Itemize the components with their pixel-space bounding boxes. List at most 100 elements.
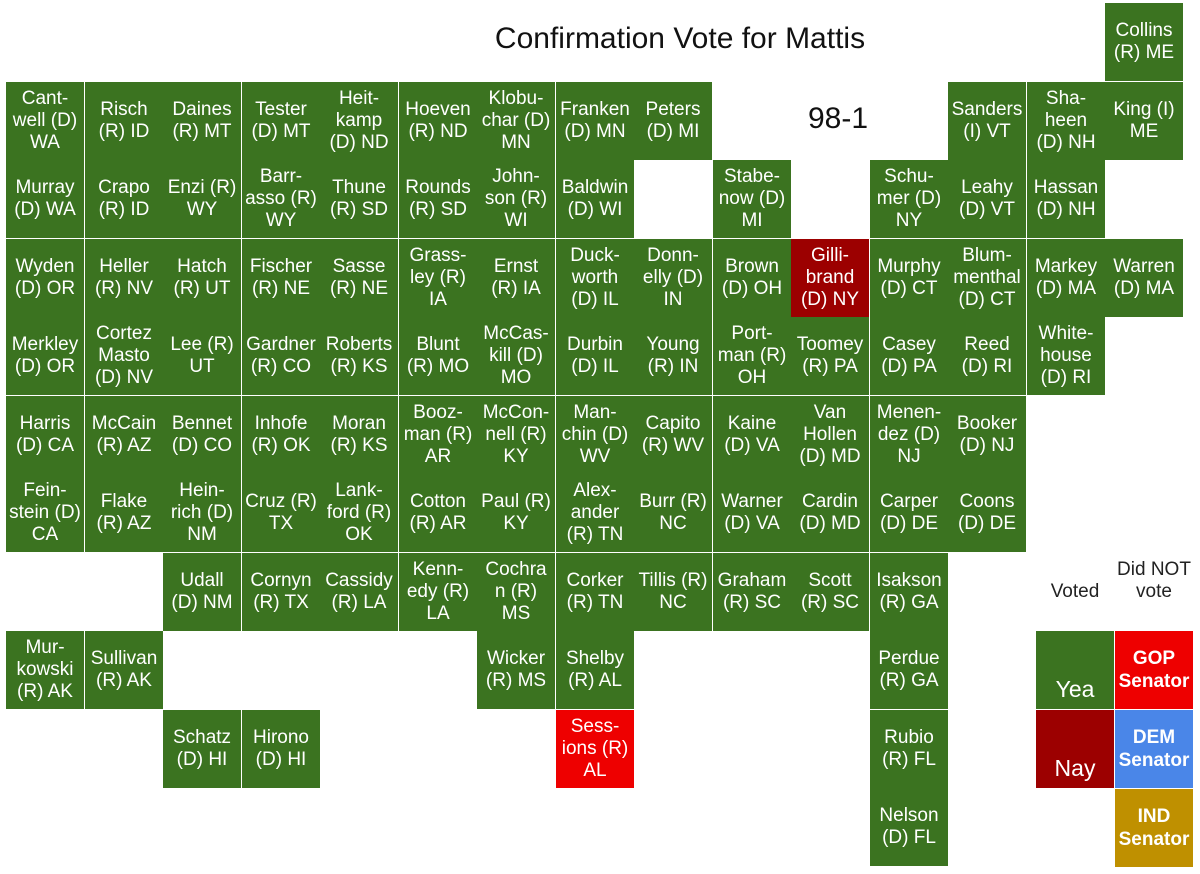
senator-tile: Nelson (D) FL (870, 788, 948, 866)
senator-tile: Tillis (R) NC (634, 553, 712, 631)
senator-tile: Isakson (R) GA (870, 553, 948, 631)
senator-tile: Sullivan (R) AK (85, 631, 163, 709)
senator-tile: Schatz (D) HI (163, 710, 241, 788)
senator-tile: Corker (R) TN (556, 553, 634, 631)
senator-tile: McCas-kill (D) MO (477, 317, 555, 395)
senator-tile: Hein-rich (D) NM (163, 474, 241, 552)
legend-yea: Yea (1036, 631, 1114, 709)
senator-tile: Markey (D) MA (1027, 239, 1105, 317)
senator-tile: Rounds (R) SD (399, 160, 477, 238)
senator-tile: Wyden (D) OR (6, 239, 84, 317)
senator-tile: Ernst (R) IA (477, 239, 555, 317)
senator-tile: Duck-worth (D) IL (556, 239, 634, 317)
senator-tile: Sess-ions (R) AL (556, 710, 634, 788)
senator-tile: Booz-man (R) AR (399, 396, 477, 474)
senator-tile: Booker (D) NJ (948, 396, 1026, 474)
legend-voted-header: Voted (1050, 581, 1100, 602)
chart-title: Confirmation Vote for Mattis (494, 22, 866, 55)
senator-tile: Man-chin (D) WV (556, 396, 634, 474)
senator-tile: Brown (D) OH (713, 239, 791, 317)
senator-tile: Carper (D) DE (870, 474, 948, 552)
senator-tile: McCon-nell (R) KY (477, 396, 555, 474)
senator-tile: John-son (R) WI (477, 160, 555, 238)
senator-tile: Sasse (R) NE (320, 239, 398, 317)
senator-tile: Port-man (R) OH (713, 317, 791, 395)
legend-ind-senator: IND Senator (1115, 789, 1193, 867)
senator-tile: Heit-kamp (D) ND (320, 82, 398, 160)
senator-tile: Harris (D) CA (6, 396, 84, 474)
senator-tile: Toomey (R) PA (791, 317, 869, 395)
senator-tile: Kenn-edy (R) LA (399, 553, 477, 631)
senator-tile: Merkley (D) OR (6, 317, 84, 395)
senator-tile: Kaine (D) VA (713, 396, 791, 474)
senator-tile: Cassidy (R) LA (320, 553, 398, 631)
legend-nay: Nay (1036, 710, 1114, 788)
senator-tile: Leahy (D) VT (948, 160, 1026, 238)
senator-tile: Cant-well (D) WA (6, 82, 84, 160)
senator-tile: Capito (R) WV (634, 396, 712, 474)
senator-tile: Young (R) IN (634, 317, 712, 395)
senator-tile: Burr (R) NC (634, 474, 712, 552)
senator-tile: Van Hollen (D) MD (791, 396, 869, 474)
senator-tile: Blum-menthal (D) CT (948, 239, 1026, 317)
senator-tile: Cornyn (R) TX (242, 553, 320, 631)
senator-tile: McCain (R) AZ (85, 396, 163, 474)
senator-tile: Alex-ander (R) TN (556, 474, 634, 552)
senator-tile: Gardner (R) CO (242, 317, 320, 395)
senator-tile: King (I) ME (1105, 82, 1183, 160)
senator-tile: Fein-stein (D) CA (6, 474, 84, 552)
senator-tile: Donn-elly (D) IN (634, 239, 712, 317)
senator-tile: Franken (D) MN (556, 82, 634, 160)
senator-tile: Graham (R) SC (713, 553, 791, 631)
senator-tile: Peters (D) MI (634, 82, 712, 160)
senator-tile: Flake (R) AZ (85, 474, 163, 552)
senator-tile: Moran (R) KS (320, 396, 398, 474)
senator-tile: Hatch (R) UT (163, 239, 241, 317)
senator-tile: Baldwin (D) WI (556, 160, 634, 238)
senator-tile: Reed (D) RI (948, 317, 1026, 395)
senator-tile: Klobu-char (D) MN (477, 82, 555, 160)
senator-tile: Hassan (D) NH (1027, 160, 1105, 238)
senator-tile: Lank-ford (R) OK (320, 474, 398, 552)
legend-not-voted-header: Did NOT vote (1117, 559, 1191, 602)
senator-tile: Thune (R) SD (320, 160, 398, 238)
senator-tile: Wicker (R) MS (477, 631, 555, 709)
senator-tile: Daines (R) MT (163, 82, 241, 160)
senator-tile: Cortez Masto (D) NV (85, 317, 163, 395)
senator-tile: Casey (D) PA (870, 317, 948, 395)
senator-tile: Cardin (D) MD (791, 474, 869, 552)
senator-tile: Hirono (D) HI (242, 710, 320, 788)
senator-tile: Collins (R) ME (1105, 3, 1183, 81)
legend-gop-senator: GOP Senator (1115, 631, 1193, 709)
senator-tile: Crapo (R) ID (85, 160, 163, 238)
senator-tile: Stabe-now (D) MI (713, 160, 791, 238)
senator-tile: Sha-heen (D) NH (1027, 82, 1105, 160)
senator-tile: Coons (D) DE (948, 474, 1026, 552)
senator-tile: Udall (D) NM (163, 553, 241, 631)
senator-tile: Roberts (R) KS (320, 317, 398, 395)
senator-tile: Perdue (R) GA (870, 631, 948, 709)
senator-tile: Bennet (D) CO (163, 396, 241, 474)
senator-tile: Cruz (R) TX (242, 474, 320, 552)
legend-dem-senator: DEM Senator (1115, 710, 1193, 788)
senator-tile: Shelby (R) AL (556, 631, 634, 709)
senator-tile: Murray (D) WA (6, 160, 84, 238)
senator-tile: Tester (D) MT (242, 82, 320, 160)
senator-tile: Schu-mer (D) NY (870, 160, 948, 238)
senator-tile: Gilli-brand (D) NY (791, 239, 869, 317)
senator-tile: Heller (R) NV (85, 239, 163, 317)
senator-tile: Lee (R) UT (163, 317, 241, 395)
senator-tile: Sanders (I) VT (948, 82, 1026, 160)
senator-tile: Warner (D) VA (713, 474, 791, 552)
senator-tile: Cochra n (R) MS (477, 553, 555, 631)
senator-tile: Durbin (D) IL (556, 317, 634, 395)
senator-tile: Murphy (D) CT (870, 239, 948, 317)
senator-tile: Inhofe (R) OK (242, 396, 320, 474)
senator-tile: Paul (R) KY (477, 474, 555, 552)
vote-tally: 98-1 (807, 102, 869, 135)
senator-tile: Enzi (R) WY (163, 160, 241, 238)
senator-tile: Blunt (R) MO (399, 317, 477, 395)
senator-tile: Menen-dez (D) NJ (870, 396, 948, 474)
senator-tile: Rubio (R) FL (870, 710, 948, 788)
